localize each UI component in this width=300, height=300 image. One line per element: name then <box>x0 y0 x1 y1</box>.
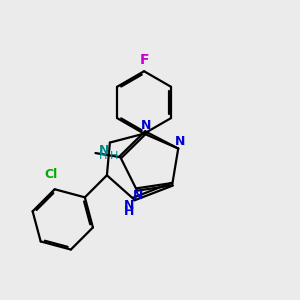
Text: H: H <box>99 151 107 161</box>
Text: Cl: Cl <box>44 168 57 181</box>
Text: N: N <box>124 199 134 212</box>
Text: H: H <box>110 151 119 161</box>
Text: N: N <box>99 144 110 157</box>
Text: N: N <box>141 119 151 132</box>
Text: F: F <box>139 53 149 67</box>
Text: N: N <box>133 189 143 202</box>
Text: H: H <box>124 205 134 218</box>
Text: N: N <box>175 136 185 148</box>
